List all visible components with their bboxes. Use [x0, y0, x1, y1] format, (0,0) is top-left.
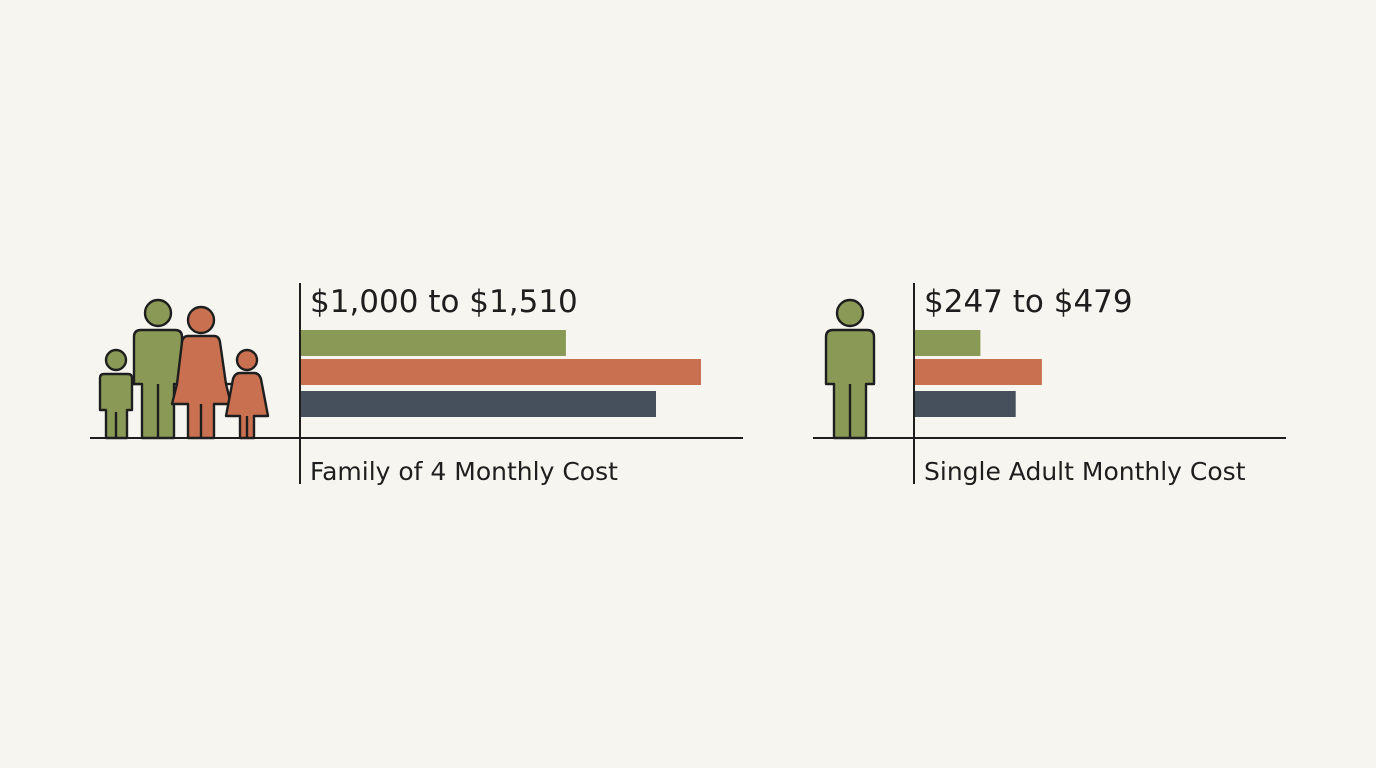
single-bar-2 — [915, 359, 1042, 385]
family-panel: $1,000 to $1,510 Family of 4 Monthly Cos… — [90, 283, 743, 486]
family-icon — [98, 298, 270, 440]
single-adult-panel: $247 to $479 Single Adult Monthly Cost — [813, 283, 1286, 486]
mother-figure — [170, 305, 236, 440]
family-bar-2 — [301, 359, 701, 385]
single-range-label: $247 to $479 — [924, 284, 1133, 320]
child-right-figure — [224, 348, 270, 440]
family-range-label: $1,000 to $1,510 — [310, 284, 578, 320]
single-bar-1 — [915, 330, 981, 356]
father-figure — [132, 298, 184, 440]
single-caption: Single Adult Monthly Cost — [924, 457, 1246, 486]
single-adult-icon — [824, 298, 876, 440]
family-bar-1 — [301, 330, 566, 356]
family-caption: Family of 4 Monthly Cost — [310, 457, 618, 486]
family-bar-3 — [301, 391, 656, 417]
single-bar-3 — [915, 391, 1016, 417]
